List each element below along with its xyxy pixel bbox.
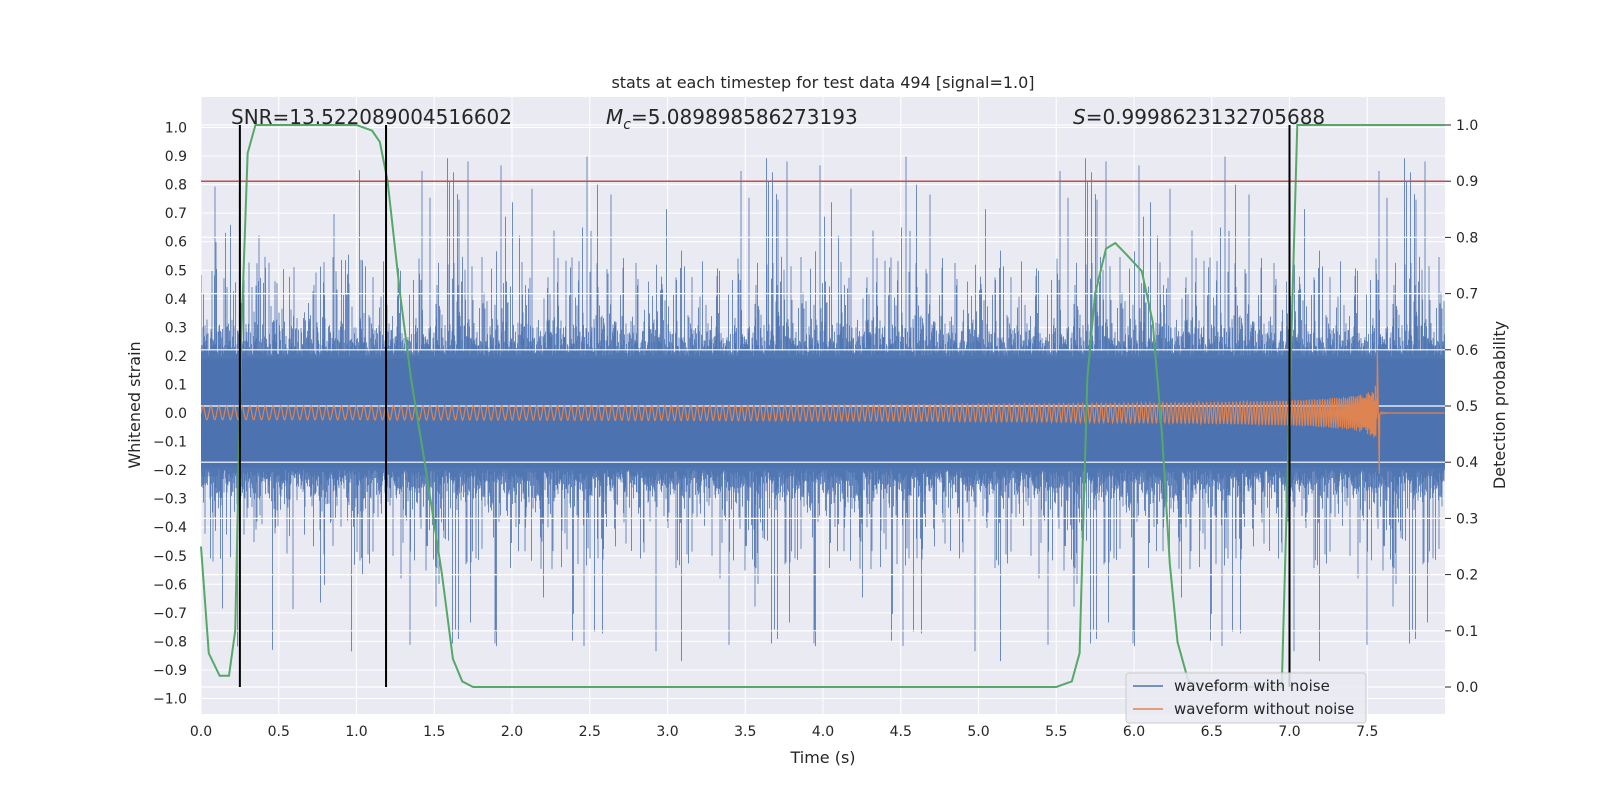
significance-annotation: S=0.9998623132705688 — [1073, 105, 1325, 129]
significance-value: =0.9998623132705688 — [1086, 105, 1325, 129]
snr-annotation: SNR=13.522089004516602 — [231, 105, 512, 129]
y-tick-label: 0.7 — [165, 206, 187, 222]
x-tick-label: 4.5 — [890, 724, 912, 740]
ticks-layer: 0.0 0.5 1.0 1.5 2.0 2.5 3.0 3.5 4.0 4.5 5.0 5.5 6.0 6… — [153, 118, 1478, 740]
legend: waveform with noise waveform without noi… — [1125, 672, 1367, 724]
x-tick-label: 2.5 — [579, 724, 601, 740]
legend-box — [1125, 672, 1367, 724]
x-tick-label: 3.0 — [656, 724, 678, 740]
y-tick-label: −0.9 — [153, 663, 187, 679]
y-tick-label: −0.4 — [153, 520, 187, 536]
y-tick-label: 0.3 — [165, 320, 187, 336]
legend-label-clean: waveform without noise — [1174, 700, 1354, 718]
y-tick-label: −0.7 — [153, 606, 187, 622]
y-tick-label: 0.6 — [165, 235, 187, 251]
x-tick-label: 3.5 — [734, 724, 756, 740]
x-tick-label: 6.5 — [1201, 724, 1223, 740]
y-tick-label: −0.2 — [153, 463, 187, 479]
y-tick-label: −0.5 — [153, 549, 187, 565]
y-tick-label: 0.5 — [165, 263, 187, 279]
y2-tick-label: 0.0 — [1456, 680, 1478, 696]
x-tick-label: 1.0 — [345, 724, 367, 740]
y2-tick-label: 0.2 — [1456, 568, 1478, 584]
chirp-mass-subscript: c — [623, 117, 631, 133]
y2-tick-label: 0.1 — [1456, 624, 1478, 640]
x-tick-label: 7.5 — [1356, 724, 1378, 740]
y-tick-label: 0.0 — [165, 406, 187, 422]
y2-tick-label: 0.5 — [1456, 399, 1478, 415]
chirp-mass-annotation: Mc=5.089898586273193 — [606, 105, 858, 133]
x-tick-label: 5.5 — [1045, 724, 1067, 740]
y2-tick-label: 0.9 — [1456, 174, 1478, 190]
y-tick-label: −1.0 — [153, 692, 187, 708]
x-tick-label: 1.5 — [423, 724, 445, 740]
markers-layer — [201, 125, 1445, 687]
x-tick-label: 4.0 — [812, 724, 834, 740]
y-tick-label: 0.4 — [165, 292, 187, 308]
y2-tick-label: 0.7 — [1456, 287, 1478, 303]
y-tick-label: 1.0 — [165, 121, 187, 137]
x-tick-label: 5.0 — [967, 724, 989, 740]
y2-tick-label: 0.3 — [1456, 511, 1478, 527]
probability-series-layer — [200, 124, 1445, 688]
y2-tick-label: 0.6 — [1456, 343, 1478, 359]
y-axis-label: Whitened strain — [125, 341, 144, 468]
chart-title: stats at each timestep for test data 494… — [611, 73, 1034, 92]
chirp-mass-symbol: M — [606, 105, 623, 129]
x-tick-label: 2.0 — [501, 724, 523, 740]
y2-tick-label: 0.8 — [1456, 230, 1478, 246]
y-tick-label: −0.1 — [153, 435, 187, 451]
y2-tick-label: 1.0 — [1456, 118, 1478, 134]
y-tick-label: −0.6 — [153, 577, 187, 593]
y-tick-label: −0.8 — [153, 634, 187, 650]
y2-tick-label: 0.4 — [1456, 455, 1478, 471]
y-tick-label: −0.3 — [153, 492, 187, 508]
y-tick-label: 0.1 — [165, 377, 187, 393]
clean-series-layer — [201, 350, 1445, 474]
x-axis-label: Time (s) — [789, 748, 855, 767]
y2-axis-label: Detection probability — [1490, 321, 1509, 489]
y-tick-label: 0.2 — [165, 349, 187, 365]
x-tick-label: 7.0 — [1278, 724, 1300, 740]
y-tick-label: 0.9 — [165, 149, 187, 165]
chirp-mass-value: =5.089898586273193 — [631, 105, 858, 129]
significance-symbol: S — [1073, 105, 1086, 129]
x-tick-label: 0.5 — [268, 724, 290, 740]
detection-probability-line — [200, 124, 1445, 688]
y-tick-label: 0.8 — [165, 178, 187, 194]
x-tick-label: 6.0 — [1123, 724, 1145, 740]
legend-label-noise: waveform with noise — [1174, 677, 1330, 695]
clean-waveform-line — [201, 350, 1445, 474]
x-tick-label: 0.0 — [190, 724, 212, 740]
